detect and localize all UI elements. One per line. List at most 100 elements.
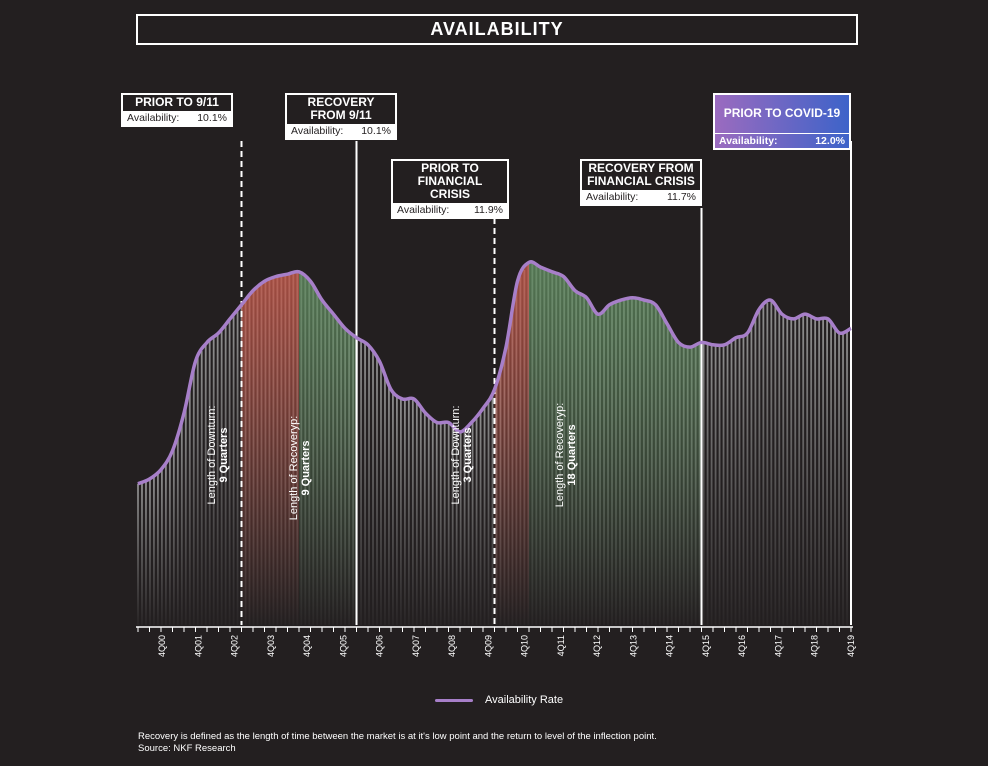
x-tick-label: 4Q14 — [665, 635, 675, 657]
bar-stripe — [475, 416, 478, 625]
bar-stripe — [196, 357, 199, 625]
bar-stripe — [710, 344, 713, 625]
availability-line — [137, 260, 852, 486]
bar-stripe — [774, 305, 777, 625]
x-tick-label: 4Q00 — [157, 635, 167, 657]
bar-stripe — [220, 329, 223, 625]
bar-stripe — [168, 455, 171, 625]
bar-stripe — [153, 475, 155, 625]
bar-stripe — [702, 342, 705, 625]
bar-stripe — [758, 309, 761, 625]
bar-stripe — [407, 398, 410, 625]
bar-stripe — [483, 405, 486, 625]
bar-stripe — [822, 318, 825, 625]
recovery-shade — [529, 262, 702, 625]
bar-stripe — [766, 302, 769, 625]
bar-stripe — [487, 399, 490, 625]
x-tick-label: 4Q17 — [773, 635, 783, 657]
shaded-periods — [241, 262, 702, 625]
callout-prior-to-9-11: PRIOR TO 9/11 Availability: 10.1% — [121, 93, 233, 127]
marker-lines — [240, 141, 852, 625]
bar-stripe — [368, 346, 370, 625]
bar-stripe — [818, 318, 821, 625]
bar-stripe — [399, 397, 402, 625]
x-tick-label: 4Q01 — [193, 635, 203, 657]
bar-stripe — [396, 394, 398, 625]
x-axis — [136, 626, 853, 632]
footnote: Recovery is defined as the length of tim… — [138, 731, 657, 755]
bar-stripe — [754, 316, 757, 625]
bar-stripe — [718, 344, 721, 625]
x-tick-label: 4Q02 — [230, 635, 240, 657]
callout-label: Availability: — [291, 125, 344, 137]
period-labels: Length of Downturn:9 Quarters Length of … — [206, 403, 578, 521]
x-tick-label: 4Q07 — [411, 635, 421, 657]
callout-value: 10.1% — [361, 125, 391, 137]
x-tick-label: 4Q06 — [375, 635, 385, 657]
x-tick-label: 4Q12 — [592, 635, 602, 657]
x-tick-label: 4Q05 — [338, 635, 348, 657]
bar-stripe — [722, 344, 725, 625]
bar-stripe — [479, 411, 482, 625]
bar-stripe — [403, 398, 406, 625]
bar-stripe — [471, 421, 474, 625]
chart-title: AVAILABILITY — [136, 14, 858, 45]
bar-stripe — [838, 332, 840, 625]
bar-stripe — [224, 324, 227, 625]
period-label-downturn-financial: Length of Downturn:3 Quarters — [450, 405, 474, 504]
legend-label: Availability Rate — [485, 694, 564, 706]
bar-stripe — [806, 315, 809, 625]
bar-stripe — [810, 316, 813, 625]
downturn-shade — [241, 271, 299, 625]
bar-stripe — [750, 324, 753, 625]
footnote-source: Source: NKF Research — [138, 743, 236, 754]
bar-stripe — [714, 344, 717, 625]
x-tick-label: 4Q08 — [447, 635, 457, 657]
bar-stripe — [826, 318, 829, 625]
bar-stripe — [149, 478, 151, 625]
bar-stripe — [830, 322, 832, 625]
bar-stripe — [176, 433, 179, 625]
period-label-recovery-financial: Length of Recoveryp:18 Quarters — [554, 403, 578, 508]
bar-stripe — [794, 318, 797, 625]
bar-stripe — [447, 422, 450, 625]
x-tick-labels: 4Q00 4Q01 4Q02 4Q03 4Q04 4Q05 4Q06 4Q07 4Q08 4Q09… — [157, 635, 856, 657]
callout-label: Availability: — [127, 112, 180, 124]
period-label-recovery-9-11: Length of Recoveryp:9 Quarters — [288, 416, 312, 521]
callout-label: Availability: — [397, 204, 450, 216]
bar-stripe — [467, 424, 470, 625]
bar-stripe — [364, 342, 366, 625]
callout-label: Availability: — [719, 135, 778, 147]
downturn-shade — [494, 262, 529, 625]
bar-stripe — [415, 402, 418, 625]
bar-stripe — [137, 483, 139, 625]
bar-stripe — [164, 461, 167, 625]
x-tick-label: 4Q11 — [556, 635, 566, 656]
bar-stripe — [423, 412, 426, 625]
callout-recovery-from-9-11: RECOVERY FROM 9/11 Availability: 10.1% — [285, 93, 397, 140]
bar-stripe — [384, 374, 386, 625]
bar-stripe — [212, 336, 215, 625]
period-label-downturn-9-11: Length of Downturn:9 Quarters — [206, 405, 230, 504]
bar-stripe — [802, 314, 805, 625]
bar-stripe — [730, 340, 733, 625]
bar-stripe — [798, 316, 801, 625]
bar-stripe — [762, 305, 765, 625]
bar-stripe — [786, 316, 789, 625]
x-tick-label: 4Q13 — [628, 635, 638, 657]
x-tick-label: 4Q16 — [737, 635, 747, 657]
bar-stripe — [738, 336, 741, 625]
bar-stripe — [208, 340, 211, 625]
bar-stripe — [232, 314, 235, 625]
bar-stripe — [216, 333, 219, 625]
callout-value: 10.1% — [197, 112, 227, 124]
bar-stripe — [372, 351, 374, 625]
bar-stripe — [180, 420, 183, 625]
bar-stripe — [491, 392, 494, 625]
bar-stripe — [842, 331, 844, 625]
bar-stripe — [188, 387, 191, 625]
bar-stripe — [463, 428, 466, 625]
callout-value: 12.0% — [815, 135, 845, 147]
bar-stripe — [160, 468, 163, 625]
